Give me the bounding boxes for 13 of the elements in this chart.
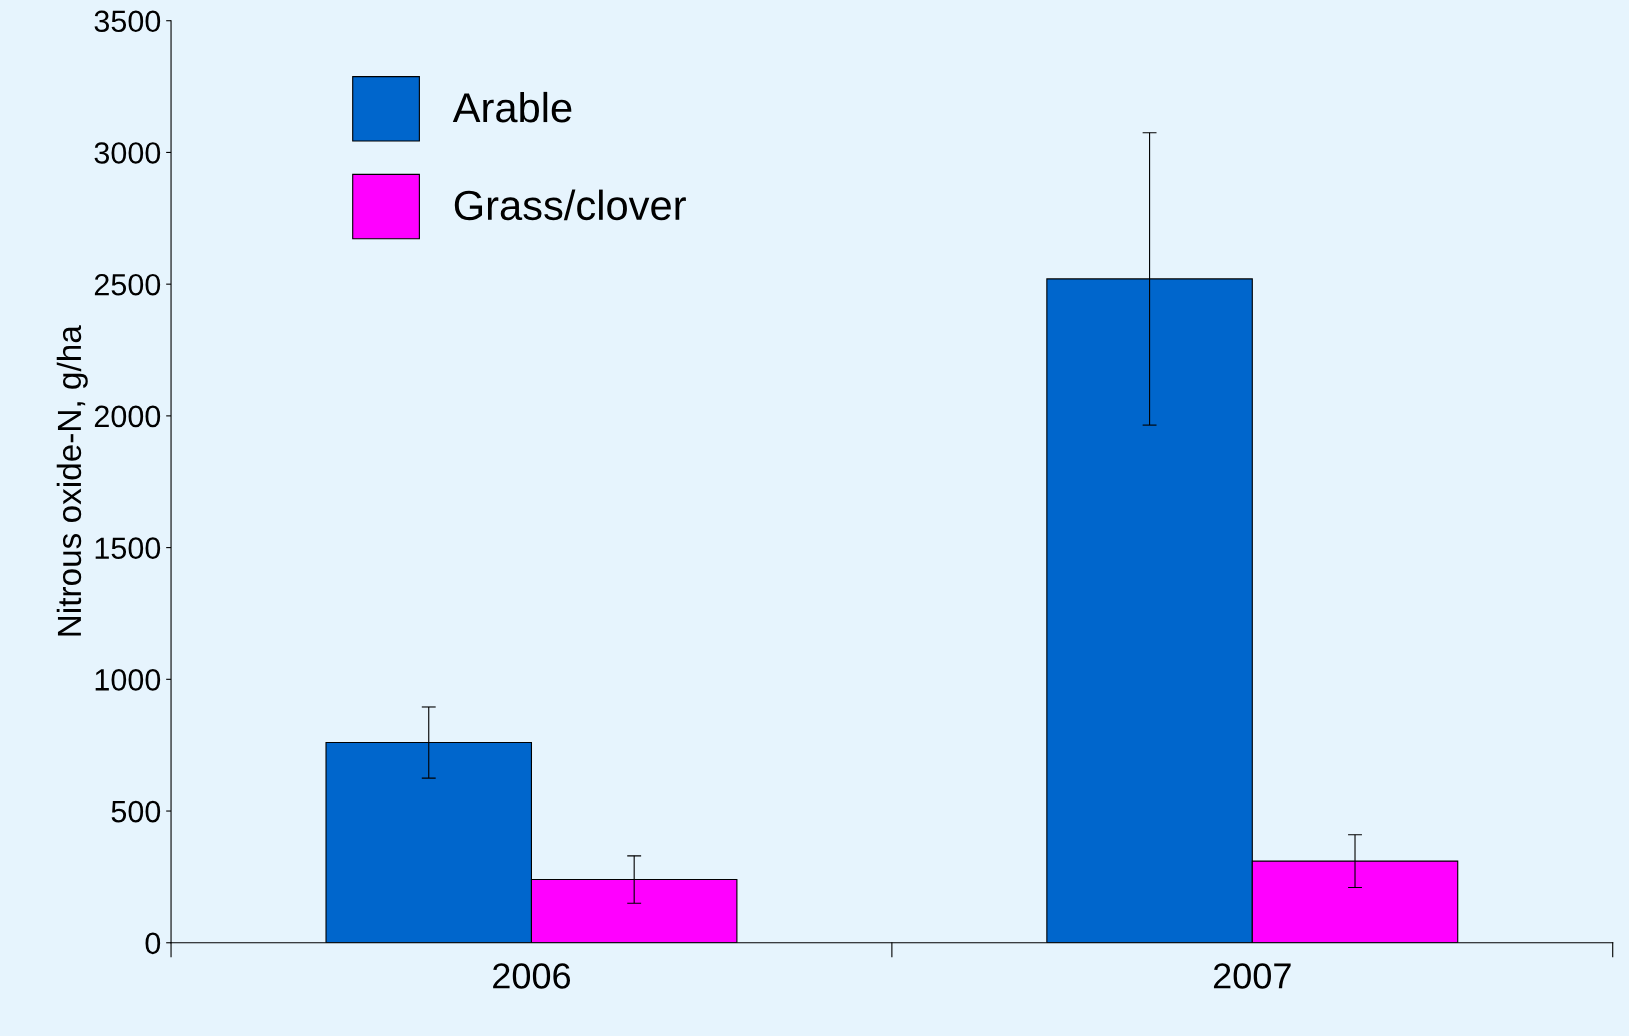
x-tick-label: 2007 <box>1213 963 1291 989</box>
y-tick-label: 500 <box>111 800 161 823</box>
legend-label: Grass/clover <box>454 189 686 221</box>
y-tick-label: 3500 <box>94 10 161 33</box>
x-tick-label: 2006 <box>493 963 571 989</box>
y-tick-label: 1500 <box>95 537 161 559</box>
y-axis-title: Nitrous oxide-N, g/ha <box>56 325 88 636</box>
y-tick-label: 0 <box>145 932 161 955</box>
y-tick-label: 3000 <box>94 142 161 164</box>
y-tick-label: 2000 <box>94 405 161 428</box>
y-tick-label: 1000 <box>95 669 161 691</box>
legend-label: Arable <box>452 91 572 123</box>
y-tick-label: 2500 <box>94 273 161 296</box>
